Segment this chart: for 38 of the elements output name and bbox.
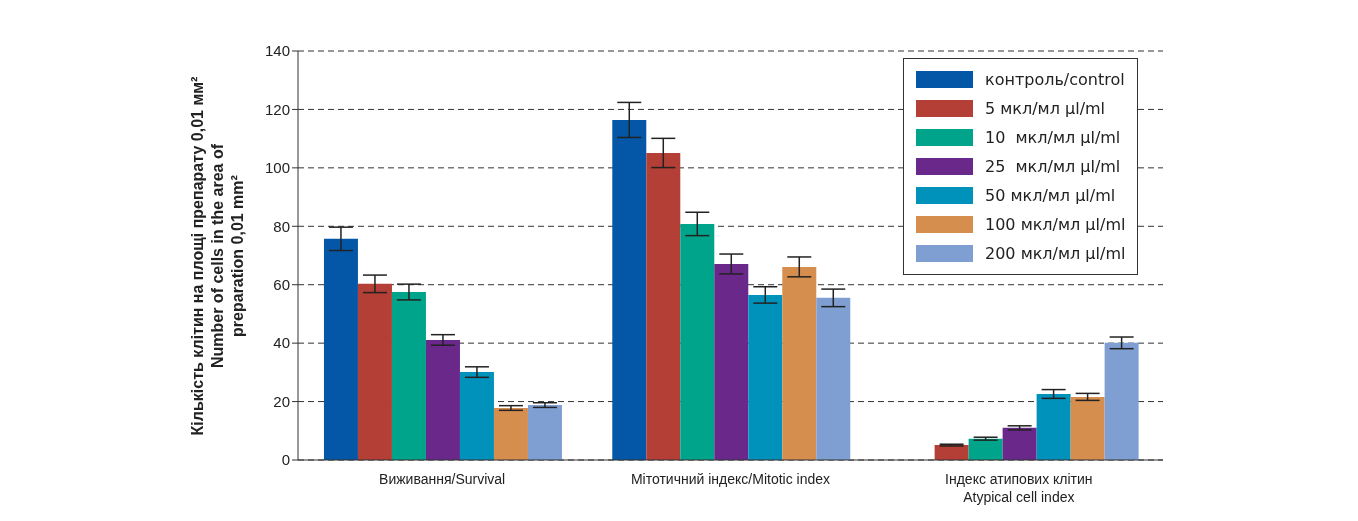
y-tick-label: 100 [264, 159, 290, 177]
legend-label: 100 мкл/мл µl/ml [985, 215, 1126, 234]
bar [782, 266, 817, 460]
x-tick-label: Виживання/Survival [379, 471, 506, 487]
bar [646, 152, 681, 460]
bar [816, 297, 851, 460]
bar [1036, 393, 1071, 460]
y-tick-label: 60 [273, 276, 290, 294]
y-tick-label: 40 [273, 334, 290, 352]
bar [357, 283, 392, 460]
y-axis-title: Кількість клітин на площі препарату 0,01 мм² Number of cells in the area of preparation 0,01 mm² [189, 76, 246, 436]
y-tick-label: 80 [273, 217, 290, 235]
bar [1002, 427, 1037, 460]
bar [748, 294, 783, 460]
y-tick-label: 140 [264, 42, 290, 60]
legend-label: 200 мкл/мл µl/ml [985, 244, 1126, 263]
legend-label: 25 мкл/мл µl/ml [985, 157, 1121, 176]
x-tick-label: Мітотичний індекс/Mitotic index [630, 471, 831, 487]
bar [1070, 396, 1105, 460]
legend-label: 10 мкл/мл µl/ml [985, 128, 1121, 147]
legend-label: 5 мкл/мл µl/ml [985, 99, 1106, 118]
bar [425, 339, 460, 460]
bar [968, 438, 1003, 460]
legend-label: 50 мкл/мл µl/ml [985, 186, 1116, 205]
bar [391, 292, 426, 460]
y-tick-label: 120 [264, 100, 290, 118]
y-tick-label: 0 [281, 451, 290, 469]
bar [527, 405, 562, 460]
bar [714, 263, 749, 460]
bar [493, 408, 528, 460]
x-tick-label: Індекс атипових клітин Atypical cell index [945, 471, 1093, 505]
bar [459, 372, 494, 460]
bar [1104, 342, 1139, 460]
bar [612, 119, 647, 460]
bar [323, 238, 358, 460]
legend-label: контроль/control [985, 70, 1125, 89]
y-tick-label: 20 [273, 392, 290, 410]
bar [680, 223, 715, 460]
